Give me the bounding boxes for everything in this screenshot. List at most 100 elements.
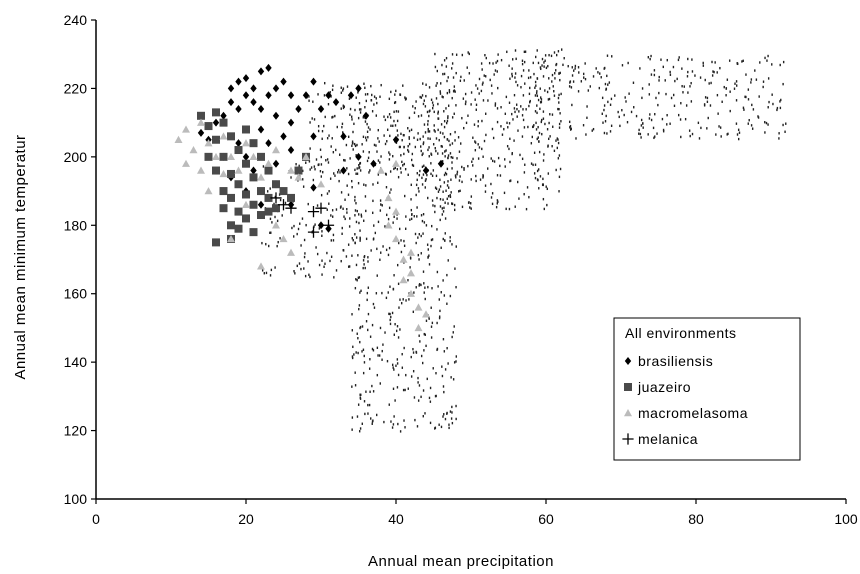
background-dot — [392, 423, 395, 426]
background-dot — [439, 90, 441, 93]
background-dot — [541, 64, 543, 67]
background-dot — [490, 196, 493, 199]
background-dot — [387, 115, 389, 119]
background-dot — [354, 233, 356, 236]
background-dot — [726, 78, 729, 81]
background-dot — [465, 121, 468, 125]
background-dot — [559, 71, 561, 75]
background-dot — [390, 188, 392, 191]
background-dot — [296, 264, 298, 268]
background-dot — [279, 237, 281, 240]
background-dot — [493, 160, 496, 163]
background-dot — [425, 94, 427, 98]
background-dot — [539, 175, 542, 178]
background-dot — [404, 227, 407, 230]
background-dot — [422, 212, 425, 216]
background-dot — [539, 107, 541, 111]
background-dot — [384, 331, 386, 334]
background-dot — [689, 134, 691, 138]
background-dot — [551, 73, 554, 77]
background-dot — [367, 403, 369, 407]
background-dot — [539, 87, 541, 90]
background-dot — [560, 92, 562, 96]
background-dot — [321, 259, 323, 262]
background-dot — [767, 54, 769, 58]
background-dot — [357, 254, 359, 257]
background-dot — [451, 421, 454, 425]
background-dot — [435, 97, 438, 100]
background-dot — [412, 369, 415, 373]
point-juazeiro — [242, 190, 250, 199]
point-macromelasoma — [287, 248, 295, 256]
background-dot — [389, 153, 391, 156]
point-macromelasoma — [407, 269, 415, 277]
point-juazeiro — [264, 207, 273, 216]
background-dot — [483, 139, 486, 143]
background-dot — [484, 53, 486, 57]
background-dot — [411, 163, 414, 167]
background-dot — [359, 169, 362, 172]
background-dot — [334, 114, 336, 118]
background-dot — [494, 69, 497, 72]
background-dot — [359, 239, 361, 242]
background-dot — [597, 71, 599, 74]
point-brasiliensis — [272, 111, 280, 120]
background-dot — [533, 72, 535, 76]
background-dot — [455, 176, 457, 179]
background-dot — [461, 116, 463, 120]
point-macromelasoma — [407, 289, 415, 297]
background-dot — [559, 78, 561, 82]
background-dot — [293, 224, 295, 228]
background-dot — [451, 161, 453, 164]
point-juazeiro — [234, 207, 243, 216]
background-dot — [425, 224, 428, 227]
background-dot — [310, 166, 313, 169]
background-dot — [308, 95, 310, 98]
background-dot — [548, 121, 550, 125]
background-dot — [370, 249, 372, 252]
background-dot — [331, 215, 334, 218]
background-dot — [342, 89, 344, 92]
background-dot — [407, 387, 409, 390]
point-macromelasoma — [242, 200, 250, 208]
background-dot — [467, 51, 469, 54]
background-dot — [450, 376, 452, 379]
background-dot — [318, 263, 321, 267]
background-dot — [536, 104, 538, 107]
point-macromelasoma — [384, 221, 393, 229]
background-dot — [428, 155, 430, 158]
background-dot — [351, 179, 353, 183]
background-dot — [381, 358, 383, 361]
background-dot — [421, 153, 423, 157]
background-dot — [439, 185, 442, 188]
background-dot — [598, 86, 601, 90]
background-dot — [415, 286, 417, 289]
background-dot — [358, 166, 360, 170]
background-dot — [533, 172, 536, 175]
background-dot — [388, 97, 391, 101]
background-dot — [389, 312, 391, 316]
background-dot — [449, 143, 451, 147]
background-dot — [388, 403, 390, 406]
background-dot — [329, 177, 332, 180]
background-dot — [393, 274, 395, 277]
background-dot — [555, 69, 557, 72]
background-dot — [495, 205, 498, 209]
point-brasiliensis — [340, 132, 347, 141]
background-dot — [515, 80, 517, 84]
background-dot — [767, 77, 770, 80]
background-dot — [626, 120, 629, 124]
background-dot — [453, 361, 456, 364]
background-dot — [432, 143, 435, 146]
background-dot — [366, 298, 368, 302]
background-dot — [416, 425, 419, 428]
background-dot — [475, 174, 477, 178]
background-dot — [425, 344, 427, 348]
background-dot — [449, 410, 452, 413]
background-dot — [537, 136, 539, 139]
background-dot — [261, 241, 263, 245]
background-dot — [317, 93, 319, 96]
background-dot — [456, 157, 458, 160]
background-dot — [346, 85, 349, 88]
background-dot — [557, 107, 559, 111]
